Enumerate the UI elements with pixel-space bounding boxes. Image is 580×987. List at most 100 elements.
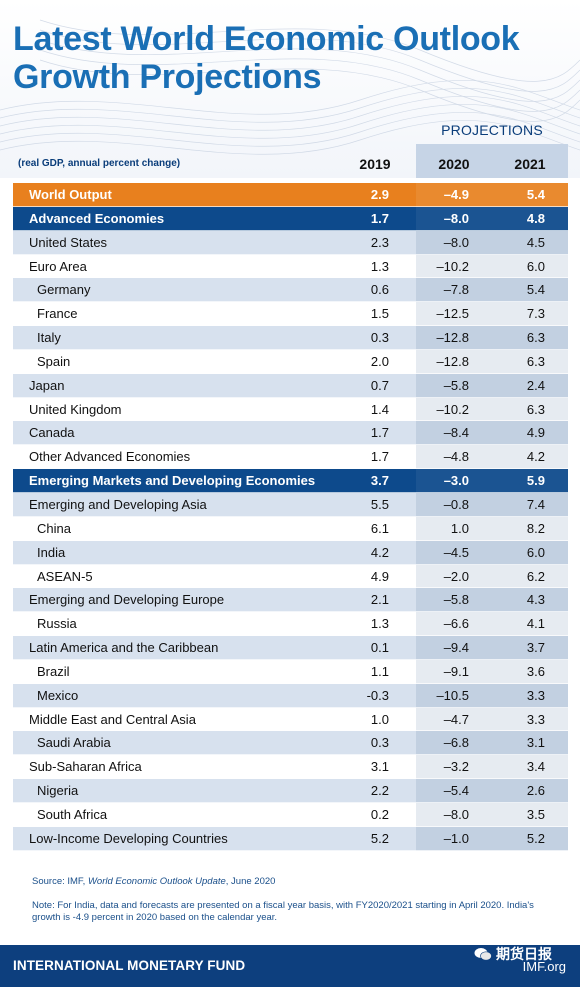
value-cell-2021: 3.5 xyxy=(526,806,545,822)
table-row: Emerging and Developing Europe 2.1 –5.8 4.3 xyxy=(13,588,568,613)
value-cell-2020: –12.5 xyxy=(436,306,469,322)
projections-header-band xyxy=(416,144,568,178)
value-cell-2021: 4.2 xyxy=(526,449,545,465)
value-cell-2019: 3.7 xyxy=(370,473,389,489)
row-divider xyxy=(13,801,568,803)
row-divider xyxy=(13,491,568,493)
row-label: Euro Area xyxy=(29,258,87,274)
row-divider xyxy=(13,658,568,660)
row-label: Russia xyxy=(37,616,77,632)
value-cell-2020: –12.8 xyxy=(436,353,469,369)
value-cell-2021: 6.0 xyxy=(526,258,545,274)
row-divider xyxy=(13,372,568,374)
value-cell-2021: 8.2 xyxy=(526,520,545,536)
value-cell-2021: 5.9 xyxy=(526,473,545,489)
value-cell-2020: –4.7 xyxy=(443,711,469,727)
table-row: France 1.5 –12.5 7.3 xyxy=(13,302,568,327)
row-label: Advanced Economies xyxy=(29,210,165,226)
year-header-2020: 2020 xyxy=(438,156,470,172)
table-row: Other Advanced Economies 1.7 –4.8 4.2 xyxy=(13,445,568,470)
value-cell-2021: 4.8 xyxy=(526,210,545,226)
value-cell-2021: 4.9 xyxy=(526,425,545,441)
watermark-text: 期货日报 xyxy=(496,946,552,962)
table-row: Emerging and Developing Asia 5.5 –0.8 7.4 xyxy=(13,492,568,517)
row-divider xyxy=(13,849,568,851)
projection-column-shade xyxy=(416,445,568,470)
year-header-2019: 2019 xyxy=(359,156,391,172)
row-label: India xyxy=(37,544,66,560)
page-title: Latest World Economic Outlook Growth Pro… xyxy=(13,20,573,96)
value-cell-2020: –9.4 xyxy=(443,640,469,656)
row-label: Nigeria xyxy=(37,783,79,799)
table-row: Emerging Markets and Developing Economie… xyxy=(13,469,568,493)
table-row: India 4.2 –4.5 6.0 xyxy=(13,540,568,565)
table-row: Brazil 1.1 –9.1 3.6 xyxy=(13,659,568,684)
value-cell-2020: –4.8 xyxy=(443,449,469,465)
chat-bubble-icon xyxy=(474,948,492,961)
value-cell-2019: 2.1 xyxy=(370,592,389,608)
value-cell-2020: –4.5 xyxy=(443,544,469,560)
value-cell-2021: 2.4 xyxy=(526,377,545,393)
row-divider xyxy=(13,444,568,446)
row-label: Sub-Saharan Africa xyxy=(29,759,142,775)
projection-column-shade xyxy=(416,516,568,541)
row-label: ASEAN-5 xyxy=(37,568,93,584)
unit-label: (real GDP, annual percent change) xyxy=(18,158,181,169)
projection-column-shade xyxy=(416,731,568,756)
value-cell-2021: 4.5 xyxy=(526,234,545,250)
projection-column-shade xyxy=(416,397,568,422)
row-label: South Africa xyxy=(37,806,108,822)
value-cell-2020: –10.2 xyxy=(436,258,469,274)
projections-label: PROJECTIONS xyxy=(441,122,543,138)
value-cell-2019: 1.5 xyxy=(370,306,389,322)
row-divider xyxy=(13,396,568,398)
projection-column-shade xyxy=(416,755,568,780)
row-divider xyxy=(13,587,568,589)
row-divider xyxy=(13,825,568,827)
row-divider xyxy=(13,325,568,327)
value-cell-2020: –0.8 xyxy=(443,496,469,512)
value-cell-2020: 1.0 xyxy=(450,520,469,536)
value-cell-2021: 2.6 xyxy=(526,783,545,799)
row-divider xyxy=(13,253,568,255)
row-label: United States xyxy=(29,234,108,250)
row-label: Germany xyxy=(37,282,91,298)
value-cell-2019: 1.7 xyxy=(370,210,389,226)
row-divider xyxy=(13,778,568,780)
projection-column-shade xyxy=(416,326,568,350)
value-cell-2019: 2.0 xyxy=(370,353,389,369)
value-cell-2021: 3.3 xyxy=(526,711,545,727)
value-cell-2021: 3.6 xyxy=(526,663,545,679)
value-cell-2021: 4.1 xyxy=(526,616,545,632)
row-label: Middle East and Central Asia xyxy=(29,711,196,727)
projection-column-shade xyxy=(416,779,568,803)
value-cell-2020: –4.9 xyxy=(443,187,469,202)
value-cell-2021: 6.3 xyxy=(526,353,545,369)
value-cell-2019: 4.9 xyxy=(370,568,389,584)
row-divider xyxy=(13,635,568,637)
projection-column-shade xyxy=(416,707,568,732)
projection-column-shade xyxy=(416,230,568,255)
projection-column-shade xyxy=(416,278,568,303)
value-cell-2021: 6.3 xyxy=(526,401,545,417)
table-row: Germany 0.6 –7.8 5.4 xyxy=(13,278,568,303)
watermark: 期货日报 xyxy=(474,944,552,964)
value-cell-2020: –8.0 xyxy=(443,806,469,822)
title-line-2: Growth Projections xyxy=(13,58,322,96)
value-cell-2020: –5.8 xyxy=(443,592,469,608)
value-cell-2019: 2.9 xyxy=(370,187,389,202)
row-divider xyxy=(13,277,568,279)
value-cell-2021: 3.1 xyxy=(526,735,545,751)
value-cell-2021: 5.4 xyxy=(526,282,545,298)
value-cell-2020: –10.2 xyxy=(436,401,469,417)
projection-column-shade xyxy=(416,683,568,708)
value-cell-2019: 1.3 xyxy=(370,616,389,632)
row-divider xyxy=(13,563,568,565)
value-cell-2021: 6.3 xyxy=(526,330,545,346)
projection-column-shade xyxy=(416,612,568,637)
value-cell-2019: 5.5 xyxy=(370,496,389,512)
value-cell-2019: 0.3 xyxy=(370,330,389,346)
row-label: Mexico xyxy=(37,687,79,703)
row-label: Other Advanced Economies xyxy=(29,449,191,465)
projection-column-shade xyxy=(416,564,568,589)
